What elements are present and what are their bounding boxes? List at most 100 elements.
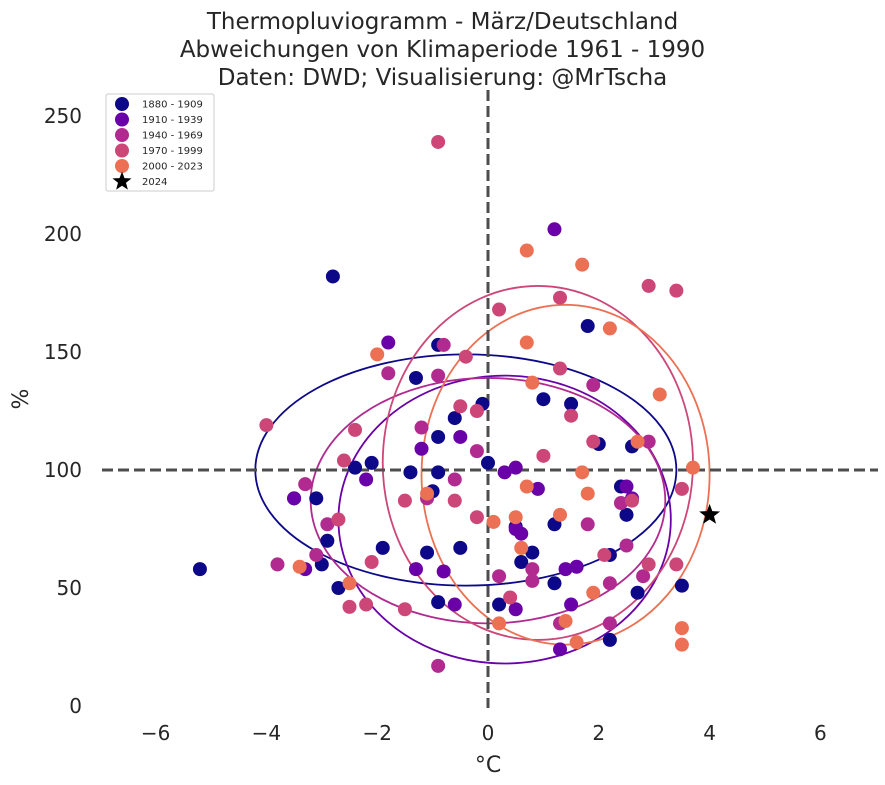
data-point-s1-7 xyxy=(447,597,462,612)
ellipse-3 xyxy=(381,285,694,641)
ellipses-layer xyxy=(254,285,711,665)
data-point-s1-18 xyxy=(564,597,579,612)
data-point-s0-22 xyxy=(492,597,507,612)
data-point-s2-21 xyxy=(619,538,634,553)
data-point-s0-25 xyxy=(525,545,540,560)
data-point-s0-15 xyxy=(431,595,446,610)
data-point-s0-18 xyxy=(453,540,468,555)
data-point-s2-5 xyxy=(414,420,429,435)
data-point-s4-15 xyxy=(575,465,590,480)
data-point-s2-2 xyxy=(309,547,324,562)
data-point-s1-12 xyxy=(514,526,529,541)
data-point-s0-27 xyxy=(547,576,562,591)
data-point-s2-9 xyxy=(436,337,451,352)
legend-frame xyxy=(105,93,215,192)
data-point-s3-14 xyxy=(469,510,484,525)
data-point-s4-4 xyxy=(486,514,501,529)
chart-title-line-1: Thermopluviogramm - März/Deutschland xyxy=(206,9,679,35)
y-tick-label: 100 xyxy=(44,458,82,482)
data-point-s1-4 xyxy=(408,562,423,577)
legend-marker-0 xyxy=(115,97,129,111)
data-point-s2-1 xyxy=(298,477,313,492)
data-point-s3-1 xyxy=(336,453,351,468)
data-point-s2-0 xyxy=(270,557,285,572)
data-point-s0-11 xyxy=(408,370,423,385)
data-point-s4-17 xyxy=(580,486,595,501)
data-point-s1-14 xyxy=(530,481,545,496)
data-point-s3-5 xyxy=(359,597,374,612)
legend-label-4: 2000 - 2023 xyxy=(142,162,203,173)
data-point-s2-8 xyxy=(431,368,446,383)
data-point-s3-13 xyxy=(469,404,484,418)
legend-marker-2 xyxy=(115,128,129,142)
data-point-s2-20 xyxy=(613,496,628,511)
data-point-s4-16 xyxy=(575,257,590,272)
data-point-s2-22 xyxy=(636,569,651,584)
data-point-s3-18 xyxy=(553,290,568,305)
chart-title-line-3: Daten: DWD; Visualisierung: @MrTscha xyxy=(217,65,668,91)
legend-label-0: 1880 - 1909 xyxy=(142,100,203,111)
data-point-s3-27 xyxy=(674,481,689,496)
data-point-s3-15 xyxy=(492,302,507,317)
data-point-s2-7 xyxy=(431,658,446,673)
data-point-s4-23 xyxy=(674,637,689,652)
data-point-s4-1 xyxy=(342,576,357,591)
y-tick-label: 150 xyxy=(44,340,82,364)
legend-label-3: 1970 - 1999 xyxy=(142,146,203,157)
data-point-s0-32 xyxy=(602,632,617,647)
y-tick-label: 0 xyxy=(69,694,82,718)
data-point-s2-17 xyxy=(580,517,595,532)
data-point-s0-26 xyxy=(536,392,551,407)
data-point-s0-7 xyxy=(348,460,363,475)
data-point-s3-23 xyxy=(641,278,656,293)
data-point-s0-8 xyxy=(364,455,379,470)
data-point-s3-22 xyxy=(597,547,612,562)
x-tick-label: 4 xyxy=(703,721,716,745)
data-point-s1-13 xyxy=(508,602,523,617)
data-point-s0-0 xyxy=(192,562,207,577)
data-point-s4-24 xyxy=(685,460,700,475)
y-axis-label: % xyxy=(9,389,34,410)
data-point-s0-9 xyxy=(375,540,390,555)
x-tick-label: 0 xyxy=(482,721,495,745)
data-point-s0-3 xyxy=(309,491,324,506)
data-point-s0-5 xyxy=(320,533,335,548)
data-point-s4-12 xyxy=(553,507,568,522)
data-point-s2-16 xyxy=(586,378,601,393)
legend-label-2: 1940 - 1969 xyxy=(142,131,203,142)
data-point-s3-0 xyxy=(259,418,274,433)
data-point-s4-3 xyxy=(420,486,435,501)
data-point-s1-6 xyxy=(436,564,451,579)
legend-label-1: 1910 - 1939 xyxy=(142,115,203,126)
data-point-s0-37 xyxy=(630,585,645,600)
data-point-s4-13 xyxy=(558,614,573,629)
data-point-s3-12 xyxy=(453,399,468,414)
points-layer xyxy=(192,134,721,673)
data-point-s3-3 xyxy=(331,512,346,527)
data-point-star-0 xyxy=(699,503,721,524)
data-point-s0-29 xyxy=(564,396,579,411)
data-point-s4-11 xyxy=(519,335,534,350)
data-point-s3-16 xyxy=(503,590,518,605)
data-point-s2-11 xyxy=(469,444,484,459)
data-point-s3-26 xyxy=(669,557,684,572)
data-point-s3-19 xyxy=(553,361,568,376)
data-point-s4-7 xyxy=(514,540,529,555)
chart-title-line-2: Abweichungen von Klimaperiode 1961 - 199… xyxy=(179,37,706,63)
x-tick-label: 6 xyxy=(814,721,827,745)
x-tick-label: −2 xyxy=(362,721,391,745)
data-point-s0-14 xyxy=(431,465,446,480)
data-point-s0-17 xyxy=(447,411,462,426)
legend-marker-3 xyxy=(115,143,129,158)
data-point-s3-17 xyxy=(536,448,551,463)
data-point-s4-6 xyxy=(508,510,523,525)
data-point-s1-10 xyxy=(508,460,523,475)
data-point-s3-6 xyxy=(364,555,379,570)
data-point-s3-8 xyxy=(397,602,412,617)
legend: 1880 - 1909 1910 - 1939 1940 - 1969 1970 - … xyxy=(105,93,215,192)
data-point-s2-23 xyxy=(641,434,656,449)
data-point-s0-21 xyxy=(481,455,495,470)
data-point-s3-10 xyxy=(447,493,462,508)
y-tick-label: 250 xyxy=(44,104,82,128)
